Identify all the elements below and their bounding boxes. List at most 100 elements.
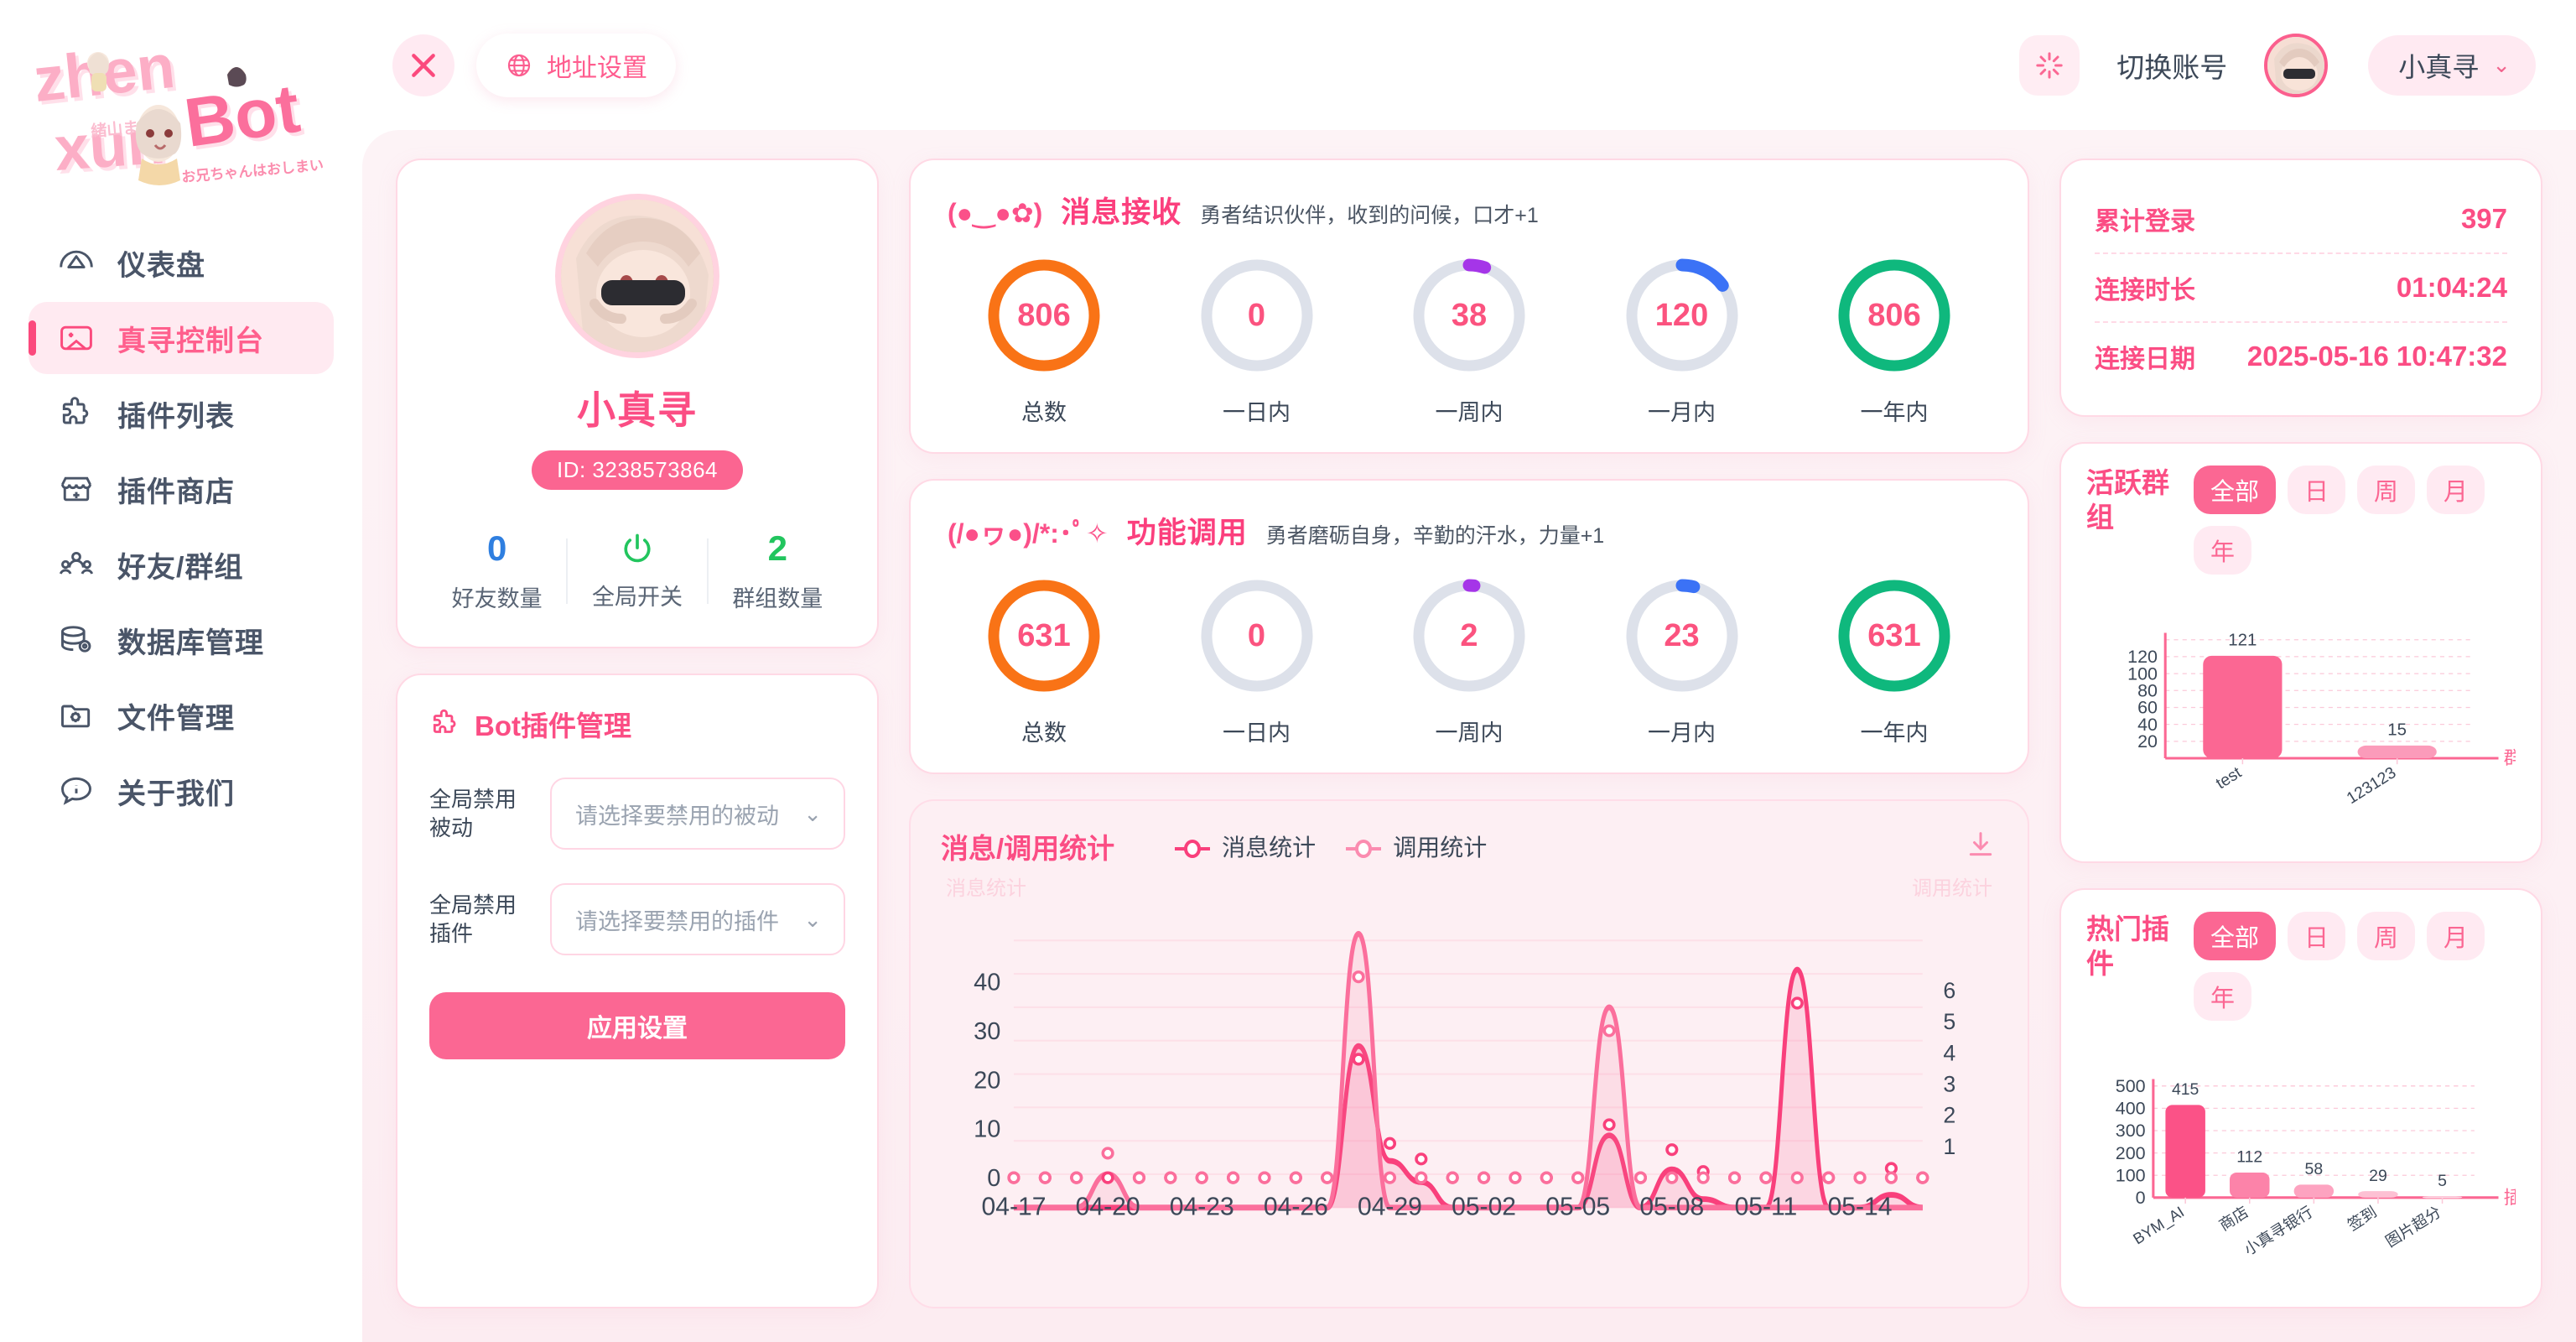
legend-item-messages[interactable]: 消息统计 <box>1173 830 1316 863</box>
ring-label: 一年内 <box>1860 720 1929 746</box>
message-receive-title: 消息接收 <box>1061 196 1182 229</box>
svg-text:05-02: 05-02 <box>1452 1194 1516 1221</box>
chip-year[interactable]: 年 <box>2194 526 2252 575</box>
ring-stat: 0 一日内 <box>1169 574 1345 747</box>
divider <box>566 538 569 604</box>
info-value: 2025-05-16 10:47:32 <box>2246 341 2507 372</box>
chevron-down-icon: ⌄ <box>2492 52 2511 77</box>
avatar[interactable] <box>2264 33 2329 97</box>
sidebar-item-plugin-store[interactable]: 插件商店 <box>29 453 334 525</box>
profile-card: 小真寻 ID: 3238573864 0 好友数量 全局开关 <box>396 159 879 648</box>
folder-gear-icon <box>57 696 96 735</box>
download-icon <box>1969 831 1992 856</box>
switch-account-label: 切换账号 <box>2116 51 2228 83</box>
user-menu-button[interactable]: 小真寻 ⌄ <box>2368 34 2536 96</box>
svg-text:群: 群 <box>2504 748 2516 768</box>
user-name-label: 小真寻 <box>2398 51 2480 82</box>
chip-all[interactable]: 全部 <box>2194 911 2277 960</box>
chip-week[interactable]: 周 <box>2357 466 2416 514</box>
chip-week[interactable]: 周 <box>2357 911 2416 960</box>
disable-plugin-label: 全局禁用插件 <box>429 892 517 946</box>
address-settings-button[interactable]: 地址设置 <box>476 33 676 97</box>
right-axis-name: 调用统计 <box>1912 877 1992 900</box>
chip-all[interactable]: 全部 <box>2194 466 2277 514</box>
message-receive-header: (●‿●✿) 消息接收 勇者结识伙伴，收到的问候，口才+1 <box>948 189 1991 231</box>
sidebar-item-plugin-list[interactable]: 插件列表 <box>29 377 334 450</box>
message-call-chart-card: 消息/调用统计 消息统计 <box>909 799 2029 1308</box>
svg-text:20: 20 <box>974 1067 1000 1094</box>
svg-text:80: 80 <box>2137 680 2158 700</box>
chip-year[interactable]: 年 <box>2194 971 2252 1021</box>
message-kaomoji: (●‿●✿) <box>948 198 1043 228</box>
sidebar-item-friends-groups[interactable]: 好友/群组 <box>29 528 334 601</box>
sidebar-item-console[interactable]: 真寻控制台 <box>29 302 334 374</box>
svg-text:04-23: 04-23 <box>1170 1194 1234 1221</box>
sidebar-item-dashboard[interactable]: 仪表盘 <box>29 226 334 299</box>
app-logo: zhen zhen xun xun Bot Bot 緒山まひろ お兄ちゃんはおし… <box>0 0 362 210</box>
sidebar-item-label: 仪表盘 <box>117 249 205 282</box>
svg-text:121: 121 <box>2228 631 2257 650</box>
sidebar-item-file-manage[interactable]: 文件管理 <box>29 679 334 752</box>
disable-passive-select[interactable]: 请选择要禁用的被动 ⌄ <box>550 778 845 850</box>
top-bar: 地址设置 切换账号 小真寻 <box>362 0 2576 130</box>
chip-month[interactable]: 月 <box>2427 466 2485 514</box>
ring-label: 一周内 <box>1435 400 1504 425</box>
disable-plugin-select[interactable]: 请选择要禁用的插件 ⌄ <box>550 883 845 955</box>
active-indicator <box>29 320 36 356</box>
chart-title: 消息/调用统计 <box>941 833 1115 864</box>
svg-text:zhen: zhen <box>34 34 181 118</box>
ring-label: 一年内 <box>1860 400 1929 425</box>
svg-text:BYM_AI: BYM_AI <box>2130 1202 2188 1247</box>
apply-settings-button[interactable]: 应用设置 <box>429 992 845 1059</box>
svg-text:2: 2 <box>1943 1103 1955 1128</box>
ring-stat: 38 一周内 <box>1381 253 1557 427</box>
logo-character-left <box>87 52 109 91</box>
dashboard-icon <box>57 243 96 282</box>
ring-label: 一月内 <box>1648 400 1716 425</box>
friend-count-label: 好友数量 <box>451 586 543 611</box>
logo-character-right <box>227 67 247 87</box>
ring-stat: 806 总数 <box>956 253 1132 427</box>
svg-text:100: 100 <box>2127 663 2158 684</box>
avatar-image <box>2267 36 2325 94</box>
function-call-title: 功能调用 <box>1126 517 1248 549</box>
chip-day[interactable]: 日 <box>2288 466 2346 514</box>
svg-text:4: 4 <box>1943 1040 1955 1065</box>
chip-month[interactable]: 月 <box>2427 911 2485 960</box>
message-receive-card: (●‿●✿) 消息接收 勇者结识伙伴，收到的问候，口才+1 806 总数 <box>909 159 2029 454</box>
close-button[interactable] <box>392 34 454 96</box>
svg-text:商店: 商店 <box>2215 1202 2251 1233</box>
global-switch-stat[interactable]: 全局开关 <box>568 530 706 611</box>
svg-text:图片超分: 图片超分 <box>2382 1202 2444 1250</box>
svg-text:05-08: 05-08 <box>1639 1194 1704 1221</box>
ring-label: 一日内 <box>1223 720 1291 746</box>
svg-text:5: 5 <box>2438 1172 2447 1190</box>
ring-total: 631 <box>982 574 1106 698</box>
sidebar-item-about[interactable]: 关于我们 <box>29 755 334 827</box>
refresh-button[interactable] <box>2019 34 2080 96</box>
download-button[interactable] <box>1964 828 1997 866</box>
ring-value: 631 <box>1867 617 1921 653</box>
profile-id-badge: ID: 3238573864 <box>531 450 744 490</box>
ring-stat: 0 一日内 <box>1169 253 1345 427</box>
database-icon <box>57 621 96 659</box>
plugin-manage-title-text: Bot插件管理 <box>475 710 631 741</box>
ring-stat: 631 总数 <box>956 574 1132 747</box>
disable-passive-label: 全局禁用被动 <box>429 786 517 840</box>
chevron-down-icon: ⌄ <box>803 906 822 932</box>
info-row-connect-date: 连接日期 2025-05-16 10:47:32 <box>2095 321 2507 390</box>
switch-account-button[interactable]: 切换账号 <box>2116 45 2227 86</box>
message-receive-subtitle: 勇者结识伙伴，收到的问候，口才+1 <box>1200 204 1539 227</box>
svg-text:60: 60 <box>2137 698 2158 718</box>
legend-item-calls[interactable]: 调用统计 <box>1344 830 1487 863</box>
ring-stat: 806 一年内 <box>1806 253 1982 427</box>
svg-text:1: 1 <box>1943 1134 1955 1159</box>
chart-axis-names: 消息统计 调用统计 <box>941 871 1997 901</box>
chip-day[interactable]: 日 <box>2288 911 2346 960</box>
sidebar-item-database[interactable]: 数据库管理 <box>29 604 334 676</box>
ring-value: 2 <box>1460 617 1478 653</box>
hot-plugins-plot: 415 BYM_AI 112 商店 58 小真寻银行 29 签到 5 图片超分 0 100 200 300… <box>2086 1029 2521 1289</box>
svg-text:04-17: 04-17 <box>981 1194 1046 1221</box>
